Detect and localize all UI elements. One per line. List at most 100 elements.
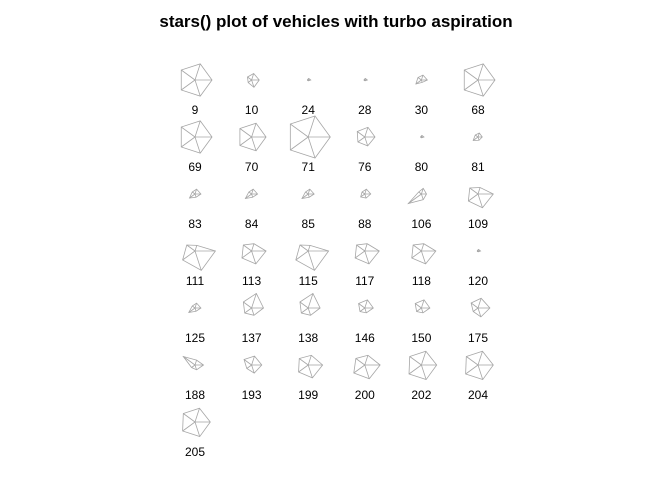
star-70-spoke-3: [239, 136, 252, 146]
star-label: 111: [186, 274, 205, 288]
star-199: 199: [298, 354, 324, 402]
star-label: 150: [411, 331, 431, 345]
star-30-spoke-5: [421, 75, 424, 81]
star-84-spoke-2: [251, 193, 254, 198]
star-9-spoke-5: [194, 63, 201, 81]
star-175-spoke-2: [477, 307, 482, 318]
star-71-spoke-2: [307, 136, 316, 159]
star-193: 193: [242, 355, 263, 402]
star-68: 68: [463, 63, 496, 117]
star-138-outline: [299, 292, 321, 316]
star-88-spoke-2: [364, 193, 367, 199]
star-label: 138: [298, 331, 318, 345]
star-69-outline: [180, 120, 213, 154]
star-81-outline: [472, 132, 483, 141]
star-146: 146: [355, 299, 375, 345]
star-70: 70: [239, 122, 267, 174]
star-109: 109: [467, 187, 494, 231]
star-10-spoke-5: [251, 73, 255, 81]
star-70-spoke-5: [251, 123, 257, 138]
star-204-spoke-3: [465, 364, 479, 375]
star-111-spoke-5: [194, 245, 198, 252]
star-label: 199: [298, 388, 318, 402]
star-label: 83: [188, 217, 202, 231]
star-137: 137: [242, 292, 265, 345]
star-76-spoke-3: [357, 136, 366, 143]
star-113-spoke-5: [251, 243, 255, 252]
star-188-spoke-2: [194, 364, 197, 370]
star-83-outline: [188, 188, 202, 199]
star-label: 88: [358, 217, 372, 231]
star-204: 204: [465, 350, 494, 402]
star-117-outline: [354, 243, 380, 265]
star-88-spoke-5: [364, 189, 367, 195]
star-28-outline: [363, 77, 369, 82]
star-69-spoke-5: [194, 120, 201, 138]
star-label: 175: [468, 331, 488, 345]
star-111: 111: [182, 244, 217, 288]
star-205-spoke-5: [194, 408, 200, 423]
star-150-outline: [414, 299, 431, 314]
star-202-spoke-2: [421, 364, 427, 380]
star-9-spoke-2: [194, 79, 201, 97]
star-68-spoke-5: [477, 63, 484, 81]
star-76-outline: [356, 126, 376, 147]
star-30-spoke-2: [421, 79, 423, 83]
star-137-spoke-3: [244, 307, 252, 314]
star-109-spoke-3: [468, 193, 479, 202]
star-200-spoke-4: [355, 358, 366, 366]
star-84-spoke-5: [251, 189, 254, 195]
star-175-spoke-3: [472, 307, 479, 312]
star-30-spoke-3: [415, 79, 422, 85]
star-199-outline: [298, 354, 324, 379]
star-88-spoke-3: [360, 193, 366, 198]
star-205-spoke-3: [182, 421, 196, 432]
star-24-outline: [307, 77, 312, 82]
star-label: 118: [412, 274, 431, 288]
star-188-spoke-5: [194, 360, 197, 366]
star-205: 205: [182, 407, 211, 459]
star-204-spoke-4: [466, 356, 479, 366]
star-label: 80: [415, 160, 429, 174]
star-202-outline: [408, 350, 438, 381]
star-9: 9: [180, 63, 213, 117]
star-137-outline: [242, 292, 265, 316]
star-69-spoke-4: [181, 126, 196, 138]
star-202: 202: [408, 350, 438, 402]
star-120: 120: [468, 248, 488, 288]
star-label: 76: [358, 160, 372, 174]
star-205-spoke-4: [183, 413, 196, 423]
star-117-spoke-5: [364, 243, 368, 252]
star-146-outline: [358, 299, 374, 314]
star-137-spoke-2: [251, 307, 255, 316]
star-69: 69: [180, 120, 213, 174]
star-125-spoke-4: [192, 305, 196, 309]
star-label: 68: [471, 103, 485, 117]
star-113-outline: [241, 243, 267, 265]
star-label: 85: [302, 217, 316, 231]
star-193-spoke-5: [251, 355, 255, 366]
star-28: 28: [358, 77, 372, 117]
star-113-spoke-4: [243, 244, 252, 252]
star-175: 175: [468, 297, 491, 345]
star-85-spoke-4: [305, 191, 309, 195]
star-175-spoke-4: [470, 302, 479, 309]
star-118: 118: [411, 243, 437, 288]
star-10-outline: [247, 73, 260, 88]
star-83-spoke-5: [194, 189, 197, 195]
star-199-spoke-3: [298, 364, 309, 373]
star-68-spoke-3: [464, 79, 479, 91]
star-68-spoke-2: [477, 79, 484, 97]
star-10-spoke-4: [247, 76, 252, 81]
star-138: 138: [298, 292, 321, 345]
star-label: 204: [468, 388, 488, 402]
star-193-spoke-2: [251, 364, 255, 374]
star-200-spoke-2: [364, 364, 370, 379]
star-138-spoke-4: [299, 301, 309, 309]
star-115: 115: [295, 244, 330, 288]
star-84-spoke-3: [245, 193, 252, 199]
star-81: 81: [471, 132, 485, 174]
star-109-spoke-5: [477, 187, 481, 195]
star-109-spoke-2: [477, 193, 483, 208]
star-106-outline: [407, 187, 427, 205]
